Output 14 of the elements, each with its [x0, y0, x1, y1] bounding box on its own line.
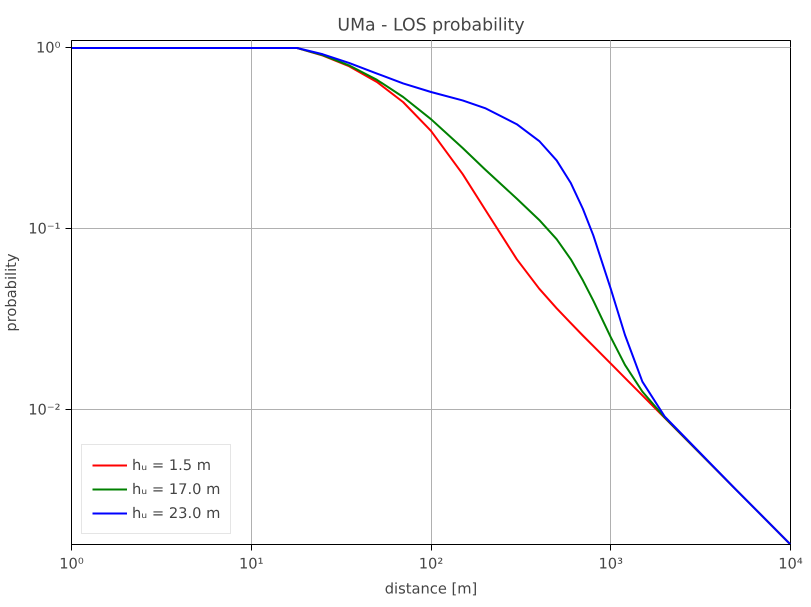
x-tick-label: 10³ [598, 556, 624, 572]
y-axis-title: probability [3, 253, 20, 332]
x-tick-label: 10⁰ [59, 556, 84, 572]
legend-label: hᵤ = 23.0 m [132, 504, 220, 522]
chart-title: UMa - LOS probability [337, 16, 525, 36]
legend-label: hᵤ = 1.5 m [132, 456, 212, 474]
x-tick-label: 10⁴ [778, 556, 803, 572]
y-tick-label: 10⁰ [36, 39, 61, 56]
x-axis-title: distance [m] [384, 580, 478, 598]
y-tick-label: 10⁻¹ [28, 220, 61, 238]
legend-label: hᵤ = 17.0 m [132, 480, 220, 498]
y-tick-label: 10⁻² [28, 401, 61, 418]
x-tick-label: 10¹ [238, 556, 264, 572]
x-tick-label: 10² [418, 556, 444, 572]
